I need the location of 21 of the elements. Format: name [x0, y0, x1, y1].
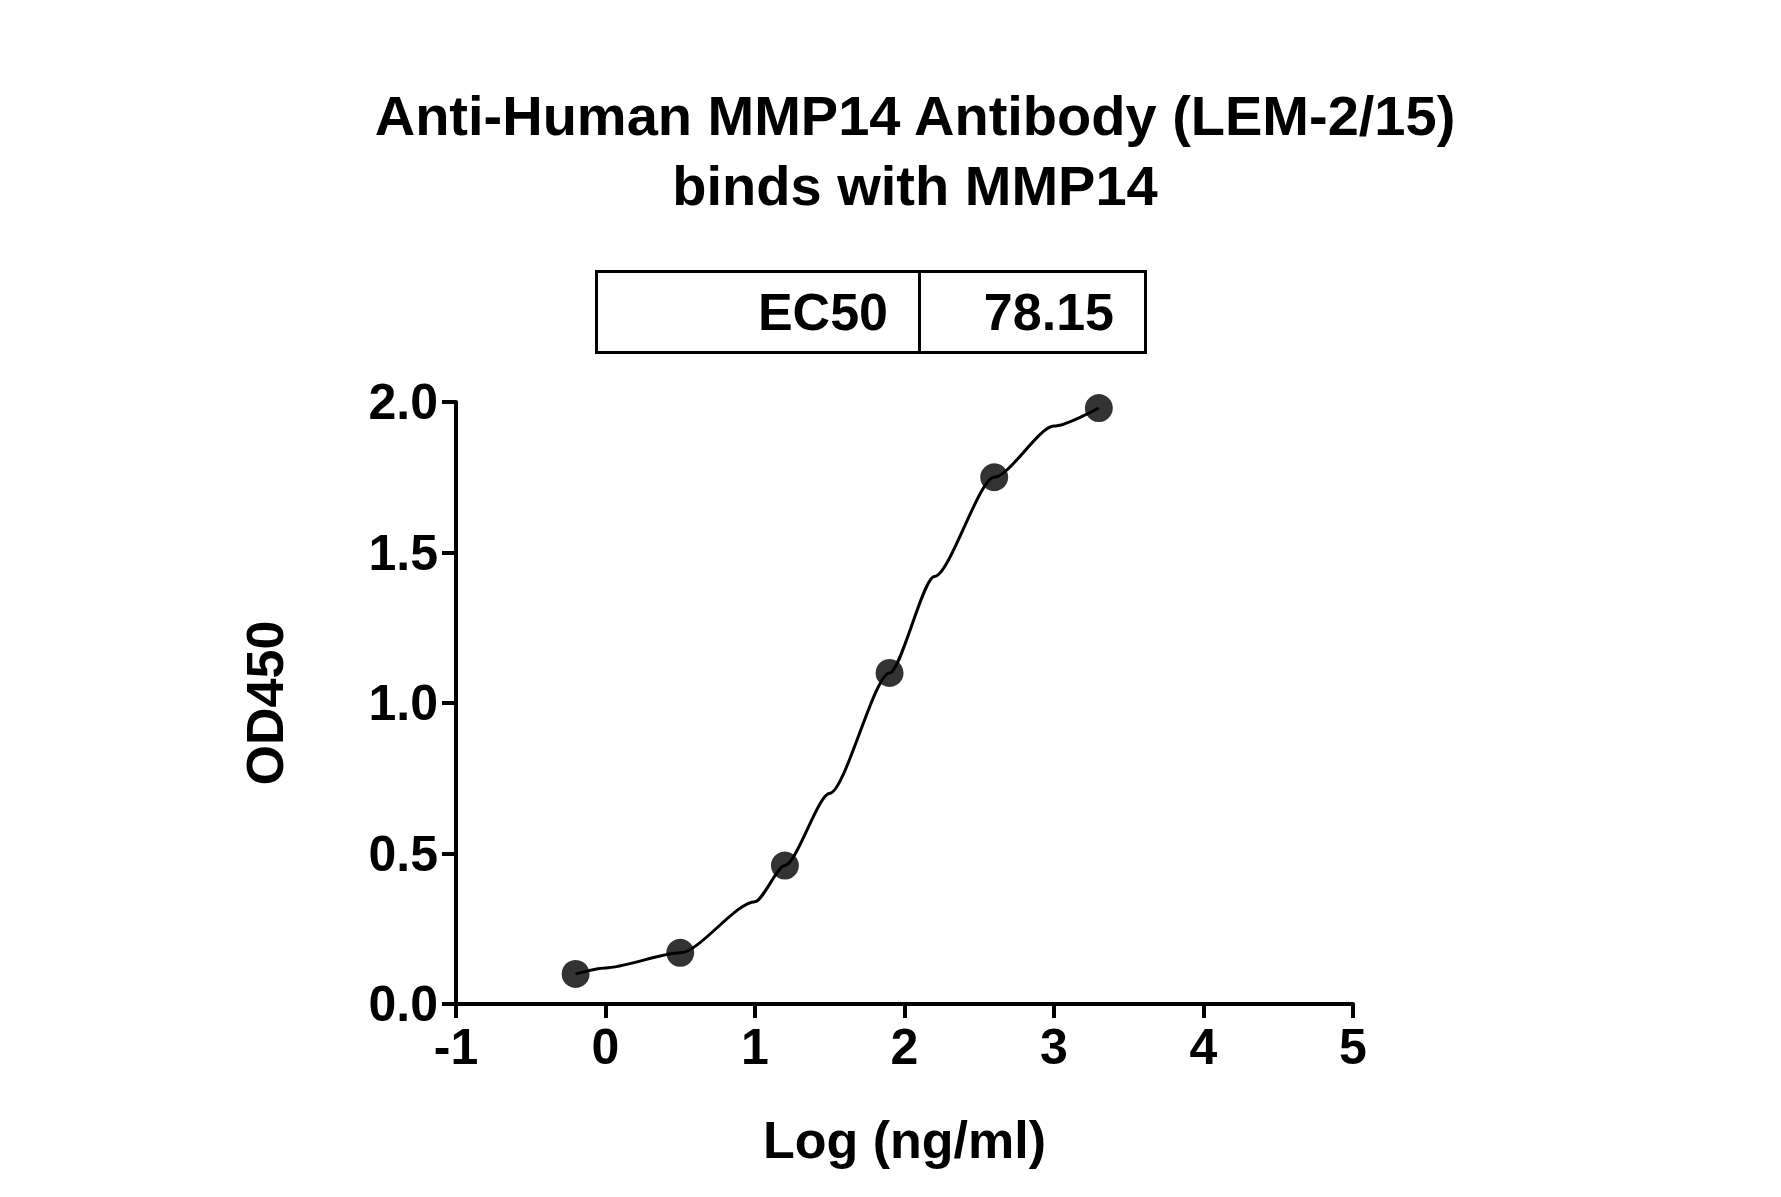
- x-tick-label: 1: [741, 1019, 769, 1075]
- text: EC50: [598, 273, 921, 351]
- point: [561, 959, 590, 988]
- chart-title: Anti-Human MMP14 Antibody (LEM-2/15) binds with MMP14: [374, 83, 1456, 217]
- x-tick-label: 0: [591, 1019, 620, 1075]
- text: 78.15: [982, 282, 1115, 343]
- y-axis-title: OD450: [236, 620, 294, 786]
- y-tick-label: 1.0: [368, 675, 438, 731]
- point: [980, 463, 1009, 492]
- y-tick-label: 1.5: [368, 524, 438, 581]
- x-tick-label: 5: [1339, 1019, 1367, 1075]
- point: [1084, 394, 1113, 423]
- y-tick-label: 0.5: [368, 825, 438, 882]
- point: [770, 851, 799, 880]
- x-tick-label: 4: [1189, 1019, 1218, 1075]
- point: [666, 938, 695, 967]
- x-axis-title: Log (ng/ml): [762, 1111, 1047, 1169]
- point: [875, 658, 904, 687]
- y-tick-label: 2.0: [368, 374, 438, 430]
- x-tick-label: 3: [1040, 1019, 1068, 1075]
- x-tick-label: 2: [890, 1019, 919, 1075]
